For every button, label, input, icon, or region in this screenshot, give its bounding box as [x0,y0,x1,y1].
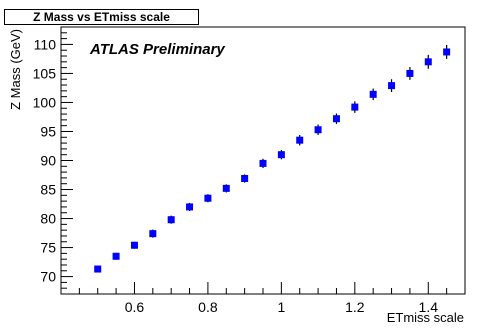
x-axis: 0.6 0.8 1 1.2 1.4 [60,282,466,315]
data-point [369,90,377,98]
y-tick-label: 85 [40,182,56,198]
data-point [443,48,451,56]
data-point [167,216,175,224]
y-tick-label: 75 [40,240,56,256]
y-tick-label: 70 [40,269,56,285]
y-axis-label: Z Mass (GeV) [8,29,23,110]
data-point [406,69,414,77]
x-tick-label: 1 [277,299,285,315]
data-point [130,241,138,249]
y-tick-label: 110 [34,36,57,52]
x-axis-label: ETmiss scale [387,310,464,325]
data-point [277,151,285,159]
x-tick-label: 1.2 [345,299,365,315]
data-point [259,159,267,167]
data-point [94,265,102,273]
data-point [424,58,432,66]
data-point [204,194,212,202]
annotation-text: ATLAS Preliminary [89,41,225,58]
y-tick-label: 100 [33,94,57,110]
data-point [314,126,322,134]
y-tick-label: 80 [40,211,56,227]
data-point [241,174,249,182]
data-point [149,230,157,238]
x-tick-label: 1.4 [419,299,439,315]
data-point [296,136,304,144]
data-point [222,184,230,192]
y-tick-label: 95 [40,123,56,139]
x-tick-label: 0.8 [198,299,218,315]
data-point [351,103,359,111]
data-point [388,82,396,90]
y-axis: 70 75 80 85 90 95 100 105 110 [33,26,73,295]
data-point [112,252,120,260]
y-tick-label: 105 [33,65,57,81]
y-tick-label: 90 [40,153,56,169]
data-points [94,44,451,273]
data-point [186,203,194,211]
chart-title: Z Mass vs ETmiss scale [4,9,199,25]
data-point [332,115,340,123]
x-tick-label: 0.6 [125,299,145,315]
